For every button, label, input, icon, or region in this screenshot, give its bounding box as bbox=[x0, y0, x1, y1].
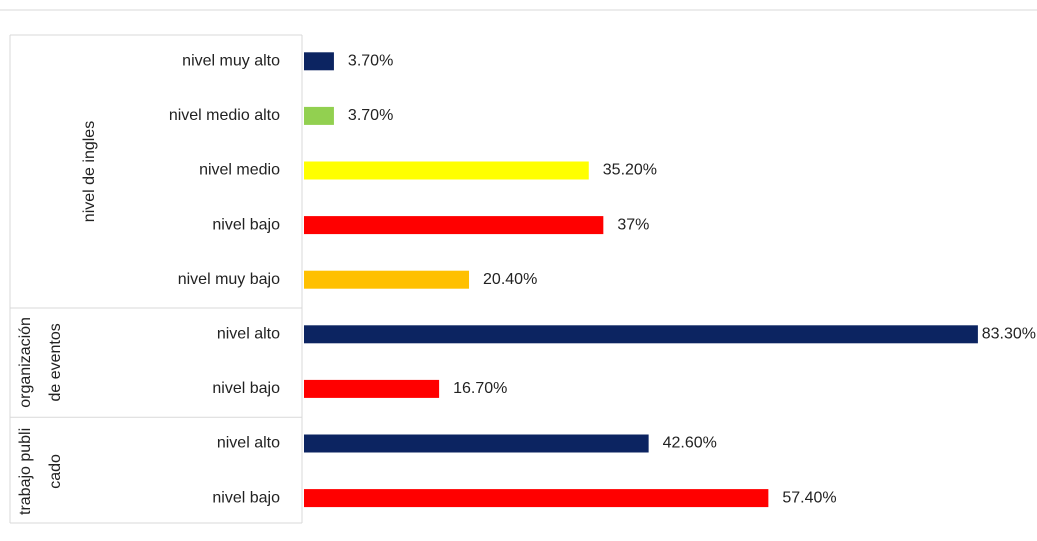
group-label: trabajo publicado bbox=[17, 428, 64, 516]
bar bbox=[304, 325, 978, 344]
value-label: 57.40% bbox=[782, 489, 836, 506]
bar bbox=[304, 52, 334, 71]
category-label: nivel alto bbox=[217, 326, 280, 343]
value-label: 83.30% bbox=[982, 326, 1036, 343]
value-label: 3.70% bbox=[348, 107, 393, 124]
group-label: organización de eventos bbox=[17, 317, 64, 408]
category-label: nivel bajo bbox=[212, 489, 280, 506]
category-label: nivel muy bajo bbox=[178, 271, 280, 288]
value-label: 42.60% bbox=[663, 435, 717, 452]
value-label: 35.20% bbox=[603, 162, 657, 179]
bar bbox=[304, 379, 440, 398]
category-label: nivel bajo bbox=[212, 216, 280, 233]
value-label: 20.40% bbox=[483, 271, 537, 288]
group-label: nivel de ingles bbox=[81, 120, 98, 223]
category-label: nivel bajo bbox=[212, 380, 280, 397]
bar bbox=[304, 489, 769, 508]
bar bbox=[304, 434, 649, 453]
value-label: 37% bbox=[617, 216, 649, 233]
category-label: nivel alto bbox=[217, 435, 280, 452]
category-label: nivel medio alto bbox=[169, 107, 280, 124]
value-label: 3.70% bbox=[348, 53, 393, 70]
bar bbox=[304, 270, 470, 289]
bar bbox=[304, 161, 589, 180]
category-label: nivel medio bbox=[199, 162, 280, 179]
bar bbox=[304, 216, 604, 235]
value-label: 16.70% bbox=[453, 380, 507, 397]
bar bbox=[304, 106, 334, 125]
category-label: nivel muy alto bbox=[182, 53, 280, 70]
